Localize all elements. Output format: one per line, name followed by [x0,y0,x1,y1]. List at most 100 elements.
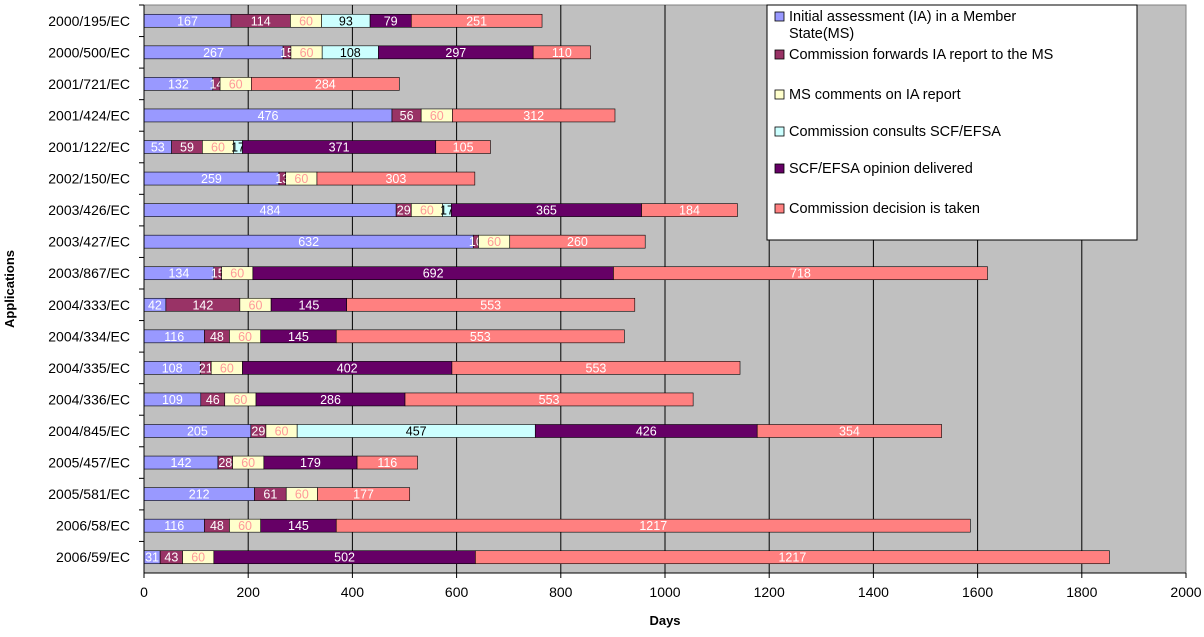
y-tick-label-1: 2000/500/EC [48,44,130,60]
bar-row-9: 42 142 60 145 553 [143,297,636,312]
legend-label-2: MS comments on IA report [789,87,961,103]
data-label-16-4: 145 [288,519,309,533]
y-tick-label-0: 2000/195/EC [48,13,130,29]
data-label-11-4: 402 [337,361,358,375]
data-label-1-5: 110 [552,46,572,60]
data-label-13-0: 205 [187,425,208,439]
x-tick-label-8: 1600 [962,584,993,600]
y-tick-label-17: 2006/59/EC [56,549,130,565]
data-label-11-1: 21 [199,361,213,375]
x-tick-label-2: 400 [341,584,365,600]
data-label-9-2: 60 [249,298,263,312]
data-label-16-5: 1217 [639,519,667,533]
legend: Initial assessment (IA) in a Member State… [766,4,1138,241]
data-label-16-0: 116 [164,519,184,533]
bar-row-8: 134 15 60 692 718 [143,266,988,281]
data-label-11-0: 108 [162,361,183,375]
y-tick-labels: 2000/195/EC 2000/500/EC 2001/721/EC 2001/42… [48,4,145,573]
y-tick-label-15: 2005/581/EC [48,486,130,502]
bar-row-2: 132 14 60 284 [143,77,400,91]
legend-swatch-4 [774,163,785,174]
x-tick-label-1: 200 [237,584,261,600]
data-label-9-0: 42 [148,298,162,312]
data-label-6-5: 184 [679,204,700,218]
data-label-3-2: 60 [430,109,444,123]
data-label-10-0: 116 [164,330,184,344]
y-tick-label-11: 2004/335/EC [48,360,130,376]
legend-label-5: Commission decision is taken [789,201,980,217]
bar-segment-9-5 [346,297,636,312]
data-label-17-4: 502 [334,551,355,565]
data-label-15-2: 60 [295,488,309,502]
x-axis-title: Days [649,613,680,628]
data-label-8-2: 60 [230,267,244,281]
legend-swatch-1 [774,49,785,60]
data-label-3-0: 476 [258,109,279,123]
data-label-0-3: 93 [339,14,353,28]
data-label-8-1: 15 [211,267,225,281]
data-label-7-5: 260 [567,235,588,249]
bar-segment-10-5 [335,329,625,344]
data-label-17-1: 43 [164,551,178,565]
bar-segment-16-5 [335,518,971,533]
data-label-12-4: 286 [320,393,341,407]
data-label-11-2: 60 [220,361,234,375]
data-label-13-3: 457 [406,425,427,439]
data-label-2-2: 60 [229,77,243,91]
data-label-13-1: 29 [251,425,265,439]
y-tick-label-14: 2005/457/EC [48,455,130,471]
data-label-9-4: 145 [298,298,319,312]
bar-segment-5-5 [316,171,476,186]
data-label-4-2: 60 [211,141,225,155]
data-label-4-5: 105 [453,141,474,155]
data-label-14-0: 142 [171,456,192,470]
y-tick-label-10: 2004/334/EC [48,328,130,344]
bar-row-1: 267 15 60 108 297 110 [143,45,591,60]
data-label-12-5: 553 [539,393,560,407]
bar-segment-13-5 [756,424,942,438]
y-tick-label-9: 2004/333/EC [48,297,130,313]
data-label-6-4: 365 [536,204,557,218]
y-axis-title: Applications [2,250,17,328]
data-label-13-4: 426 [636,425,657,439]
data-label-9-5: 553 [480,298,501,312]
data-label-4-4: 371 [329,141,350,155]
data-label-5-0: 259 [201,172,222,186]
legend-label-1: Commission forwards IA report to the MS [789,47,1053,63]
bar-segment-8-5 [613,266,988,281]
data-label-6-0: 484 [260,204,281,218]
bar-segment-2-5 [251,77,400,91]
bar-row-16: 116 48 60 145 1217 [143,518,971,533]
x-tick-label-9: 1800 [1066,584,1097,600]
legend-swatch-5 [774,203,785,214]
bar-segment-17-5 [475,550,1110,565]
data-label-15-1: 61 [263,488,277,502]
data-label-10-4: 145 [288,330,309,344]
data-label-0-5: 251 [466,14,487,28]
bar-row-13: 205 29 60 457 426 354 [143,424,942,439]
data-label-0-0: 167 [177,14,198,28]
bar-segment-3-5 [452,108,616,123]
data-label-17-5: 1217 [778,551,806,565]
data-label-15-0: 212 [189,488,210,502]
y-tick-label-16: 2006/58/EC [56,518,130,534]
data-label-0-1: 114 [251,14,271,28]
legend-swatch-3 [774,126,785,137]
data-label-14-5: 116 [377,456,397,470]
data-label-15-5: 177 [353,488,374,502]
data-label-8-0: 134 [168,267,189,281]
x-tick-label-5: 1000 [649,584,680,600]
data-label-13-5: 354 [839,425,860,439]
bar-row-11: 108 21 60 402 553 [143,361,741,375]
data-label-3-1: 56 [400,109,414,123]
y-tick-label-6: 2003/426/EC [48,202,130,218]
bar-row-10: 116 48 60 145 553 [143,329,625,344]
legend-label-4: SCF/EFSA opinion delivered [789,161,973,177]
data-label-11-5: 553 [586,361,607,375]
bar-segment-14-5 [356,455,418,470]
data-label-2-5: 284 [315,77,336,91]
data-label-16-1: 48 [210,519,224,533]
bar-row-17: 31 43 60 502 1217 [143,550,1110,565]
data-label-7-0: 632 [298,235,319,249]
